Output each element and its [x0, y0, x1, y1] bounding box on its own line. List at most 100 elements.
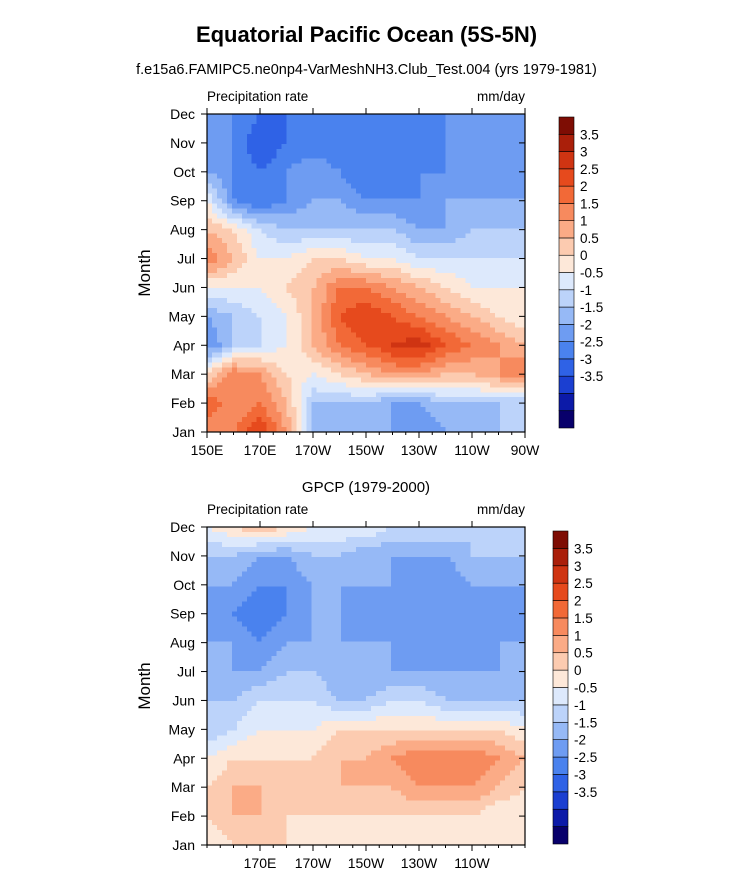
heatmap-cell: [326, 233, 332, 239]
heatmap-cell: [336, 203, 342, 210]
heatmap-cell: [276, 556, 283, 563]
heatmap-cell: [241, 188, 248, 195]
heatmap-cell: [301, 253, 307, 259]
heatmap-cell: [291, 243, 298, 249]
heatmap-cell: [455, 546, 462, 553]
heatmap-cell: [370, 193, 377, 200]
heatmap-cell: [226, 536, 233, 543]
heatmap-cell: [281, 213, 288, 219]
heatmap-cell: [390, 367, 397, 373]
heatmap-cell: [480, 372, 486, 378]
heatmap-cell: [410, 133, 417, 140]
heatmap-cell: [400, 551, 407, 558]
heatmap-cell: [465, 233, 471, 239]
heatmap-cell: [410, 527, 417, 533]
heatmap-cell: [231, 233, 238, 239]
heatmap-cell: [400, 581, 407, 588]
heatmap-cell: [271, 268, 278, 274]
heatmap-cell: [400, 302, 407, 309]
heatmap-cell: [475, 387, 481, 393]
heatmap-cell: [405, 576, 412, 583]
heatmap-cell: [450, 302, 457, 309]
heatmap-cell: [390, 208, 397, 214]
heatmap-cell: [246, 352, 253, 359]
heatmap-cell: [520, 143, 526, 150]
heatmap-cell: [311, 302, 317, 309]
heatmap-cell: [221, 407, 228, 413]
heatmap-cell: [445, 208, 452, 214]
heatmap-cell: [331, 138, 337, 145]
heatmap-cell: [425, 407, 432, 413]
heatmap-cell: [385, 422, 392, 428]
heatmap-cell: [221, 342, 228, 349]
heatmap-cell: [395, 412, 402, 418]
heatmap-cell: [510, 297, 516, 304]
heatmap-cell: [316, 183, 322, 190]
heatmap-cell: [331, 327, 337, 334]
heatmap-cell: [505, 527, 511, 533]
heatmap-cell: [316, 213, 322, 219]
heatmap-cell: [485, 118, 491, 125]
heatmap-cell: [266, 307, 273, 314]
heatmap-cell: [405, 352, 412, 359]
heatmap-cell: [291, 198, 298, 205]
heatmap-cell: [261, 203, 268, 210]
heatmap-cell: [470, 427, 476, 433]
heatmap-cell: [485, 223, 491, 229]
heatmap-cell: [395, 218, 402, 224]
heatmap-cell: [241, 342, 248, 349]
heatmap-cell: [296, 327, 303, 334]
heatmap-cell: [207, 297, 213, 304]
heatmap-cell: [286, 576, 293, 583]
heatmap-cell: [485, 571, 491, 578]
heatmap-cell: [281, 123, 288, 130]
heatmap-cell: [276, 392, 283, 398]
heatmap-cell: [226, 342, 233, 349]
heatmap-cell: [380, 123, 387, 130]
heatmap-cell: [510, 372, 516, 378]
heatmap-cell: [475, 312, 481, 319]
heatmap-cell: [445, 347, 452, 354]
heatmap-cell: [475, 223, 481, 229]
heatmap-cell: [480, 273, 486, 279]
heatmap-cell: [281, 218, 288, 224]
heatmap-cell: [366, 223, 372, 229]
heatmap-cell: [316, 566, 322, 573]
heatmap-cell: [246, 566, 253, 573]
heatmap-cell: [425, 536, 432, 543]
heatmap-cell: [490, 213, 496, 219]
heatmap-cell: [385, 556, 392, 563]
heatmap-cell: [480, 352, 486, 359]
heatmap-cell: [286, 292, 293, 299]
heatmap-cell: [495, 218, 501, 224]
heatmap-cell: [395, 248, 402, 254]
heatmap-cell: [296, 556, 303, 563]
heatmap-cell: [510, 531, 516, 538]
heatmap-cell: [490, 277, 496, 284]
heatmap-cell: [465, 114, 471, 120]
heatmap-cell: [385, 412, 392, 418]
heatmap-cell: [216, 586, 223, 593]
heatmap-cell: [216, 143, 223, 150]
heatmap-cell: [207, 233, 213, 239]
heatmap-cell: [321, 327, 327, 334]
heatmap-cell: [390, 387, 397, 393]
heatmap-cell: [450, 576, 457, 583]
heatmap-cell: [261, 248, 268, 254]
heatmap-cell: [410, 208, 417, 214]
heatmap-cell: [311, 233, 317, 239]
heatmap-cell: [361, 114, 367, 120]
heatmap-cell: [435, 188, 442, 195]
heatmap-cell: [485, 412, 491, 418]
heatmap-cell: [276, 223, 283, 229]
heatmap-cell: [470, 213, 476, 219]
heatmap-cell: [231, 561, 238, 568]
heatmap-cell: [485, 302, 491, 309]
heatmap-cell: [256, 546, 263, 553]
heatmap-cell: [251, 357, 258, 364]
heatmap-cell: [505, 377, 511, 383]
heatmap-cell: [231, 541, 238, 548]
heatmap-cell: [375, 347, 382, 354]
heatmap-cell: [226, 243, 233, 249]
heatmap-cell: [231, 417, 238, 423]
